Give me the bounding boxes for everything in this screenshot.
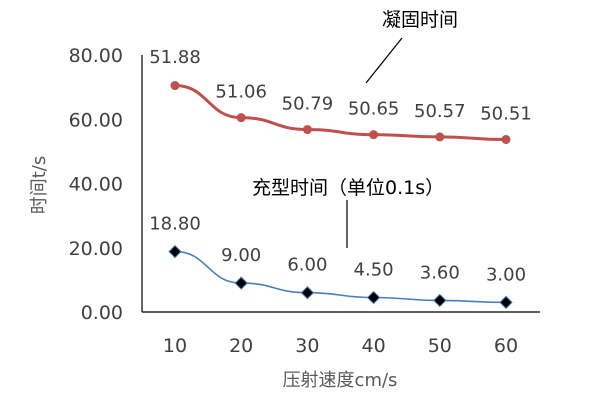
data-label: 6.00 xyxy=(287,255,327,276)
data-label: 51.06 xyxy=(215,82,267,103)
x-tick-label: 40 xyxy=(362,335,386,357)
y-tick-label: 0.00 xyxy=(81,302,123,324)
y-tick-label: 40.00 xyxy=(69,174,123,196)
x-tick-label: 60 xyxy=(494,335,518,357)
data-point xyxy=(369,130,379,140)
series-2: 18.80 9.00 6.00 4.50 3.60 3.00 xyxy=(149,214,526,310)
y-axis-title: 时间t/s xyxy=(29,156,50,215)
data-label: 50.79 xyxy=(282,94,334,115)
data-label: 9.00 xyxy=(221,245,261,266)
data-point xyxy=(435,132,445,142)
data-point xyxy=(234,276,248,290)
data-point xyxy=(168,244,182,259)
data-point xyxy=(302,125,312,135)
y-tick-label: 20.00 xyxy=(69,238,123,260)
y-tick-labels: 0.00 20.00 40.00 60.00 80.00 xyxy=(69,45,123,324)
data-label: 3.60 xyxy=(420,262,460,283)
x-axis-title: 压射速度cm/s xyxy=(283,370,398,391)
series-1-name-label: 凝固时间 xyxy=(382,9,458,31)
data-point xyxy=(300,286,315,300)
y-tick-label: 80.00 xyxy=(69,45,123,67)
data-label: 18.80 xyxy=(149,214,201,235)
series-layer: 51.88 51.06 50.79 50.65 50.57 50.51 18.80 9.00 6… xyxy=(149,47,532,310)
data-point xyxy=(499,295,513,310)
data-point xyxy=(433,293,447,308)
data-label: 50.57 xyxy=(414,101,466,122)
data-label: 3.00 xyxy=(486,264,526,285)
x-tick-labels: 10 20 30 40 50 60 xyxy=(163,335,518,357)
x-tick-label: 20 xyxy=(229,335,253,357)
data-label: 50.51 xyxy=(480,103,532,124)
x-tick-label: 30 xyxy=(295,335,319,357)
data-point xyxy=(170,81,180,91)
series-line xyxy=(174,84,507,141)
data-label: 51.88 xyxy=(149,47,201,68)
y-tick-label: 60.00 xyxy=(69,109,123,131)
series-2-name-label: 充型时间（单位0.1s） xyxy=(252,177,444,199)
data-point xyxy=(366,290,381,305)
x-tick-label: 50 xyxy=(428,335,452,357)
x-tick-label: 10 xyxy=(163,335,187,357)
series-1-leader-line xyxy=(365,37,403,84)
series-1: 51.88 51.06 50.79 50.65 50.57 50.51 xyxy=(149,47,532,144)
data-label: 50.65 xyxy=(348,99,400,120)
data-point xyxy=(501,134,511,144)
data-label: 4.50 xyxy=(354,260,394,281)
data-point xyxy=(236,113,246,123)
